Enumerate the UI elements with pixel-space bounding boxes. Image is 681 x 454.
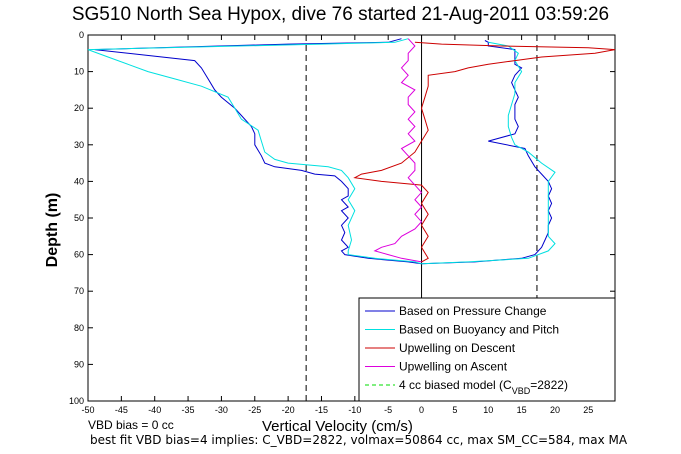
x-tick-label: 10 bbox=[483, 405, 493, 415]
x-tick-label: -25 bbox=[248, 405, 261, 415]
x-tick-label: -50 bbox=[81, 405, 94, 415]
legend-label-3: Upwelling on Ascent bbox=[399, 360, 508, 374]
x-tick-label: -35 bbox=[182, 405, 195, 415]
y-tick-label: 70 bbox=[74, 286, 84, 296]
best-fit-note: best fit VBD bias=4 implies: C_VBD=2822,… bbox=[90, 433, 628, 447]
series-line-3 bbox=[373, 38, 423, 263]
y-axis-label: Depth (m) bbox=[44, 192, 61, 268]
y-tick-label: 50 bbox=[74, 213, 84, 223]
y-tick-label: 20 bbox=[74, 103, 84, 113]
y-tick-label: 40 bbox=[74, 176, 84, 186]
y-tick-label: 90 bbox=[74, 359, 84, 369]
x-tick-label: -15 bbox=[315, 405, 328, 415]
x-tick-label: -10 bbox=[348, 405, 361, 415]
x-tick-label: 0 bbox=[419, 405, 424, 415]
x-tick-label: -45 bbox=[115, 405, 128, 415]
x-tick-label: 25 bbox=[583, 405, 593, 415]
legend-label-1: Based on Buoyancy and Pitch bbox=[399, 323, 559, 337]
series-line-1 bbox=[87, 38, 556, 265]
legend-box bbox=[358, 297, 616, 402]
x-axis-label: Vertical Velocity (cm/s) bbox=[262, 418, 413, 435]
legend-label-0: Based on Pressure Change bbox=[399, 304, 547, 318]
y-tick-label: 60 bbox=[74, 250, 84, 260]
x-tick-label: 5 bbox=[452, 405, 457, 415]
legend-label-2: Upwelling on Descent bbox=[399, 341, 516, 355]
series-line-0 bbox=[94, 38, 553, 265]
x-tick-label: 20 bbox=[550, 405, 560, 415]
y-tick-label: 80 bbox=[74, 323, 84, 333]
series-line-2 bbox=[353, 41, 616, 263]
x-tick-label: -30 bbox=[215, 405, 228, 415]
y-tick-label: 30 bbox=[74, 140, 84, 150]
y-tick-label: 10 bbox=[74, 67, 84, 77]
y-tick-label: 0 bbox=[79, 30, 84, 40]
vbd-bias-note: VBD bias = 0 cc bbox=[88, 418, 174, 432]
x-tick-label: -40 bbox=[148, 405, 161, 415]
x-tick-label: -20 bbox=[282, 405, 295, 415]
x-tick-label: 15 bbox=[517, 405, 527, 415]
x-tick-label: -5 bbox=[384, 405, 392, 415]
chart-title: SG510 North Sea Hypox, dive 76 started 2… bbox=[71, 4, 610, 25]
y-tick-label: 100 bbox=[69, 396, 84, 406]
